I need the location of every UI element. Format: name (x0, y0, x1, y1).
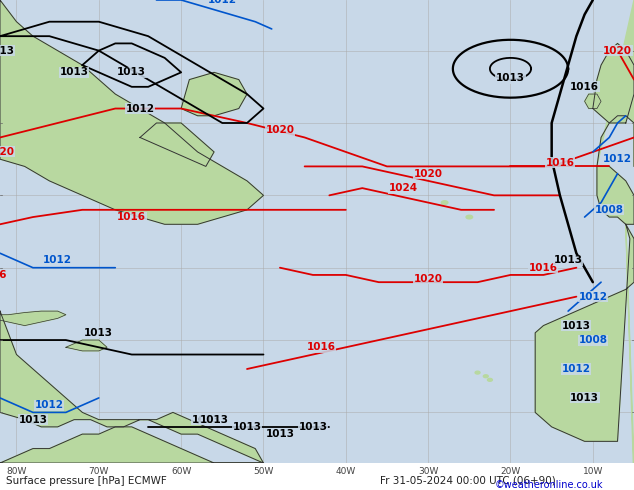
Text: 70W: 70W (89, 467, 109, 476)
Text: 40W: 40W (335, 467, 356, 476)
Text: 1020: 1020 (413, 273, 443, 284)
Text: 1012: 1012 (603, 154, 632, 164)
Text: 1008: 1008 (578, 335, 607, 345)
Text: 80W: 80W (6, 467, 27, 476)
Text: 1013: 1013 (553, 255, 583, 266)
Polygon shape (181, 73, 247, 116)
Text: 1012: 1012 (562, 364, 591, 374)
Polygon shape (0, 311, 66, 325)
Text: 60W: 60W (171, 467, 191, 476)
Text: 1012: 1012 (578, 292, 607, 302)
Text: 16: 16 (0, 270, 7, 280)
Polygon shape (140, 123, 214, 167)
Text: 1016: 1016 (117, 212, 146, 222)
Text: ©weatheronline.co.uk: ©weatheronline.co.uk (495, 480, 603, 490)
Text: 30W: 30W (418, 467, 438, 476)
Polygon shape (0, 0, 264, 224)
Polygon shape (483, 375, 488, 378)
Polygon shape (597, 167, 634, 224)
Polygon shape (466, 215, 472, 219)
Text: 1013: 1013 (299, 422, 327, 432)
Text: 1020: 1020 (266, 125, 294, 135)
Text: 1013: 1013 (191, 415, 221, 425)
Polygon shape (597, 0, 634, 167)
Text: Fr 31-05-2024 00:00 UTC (06+90): Fr 31-05-2024 00:00 UTC (06+90) (380, 476, 556, 486)
Text: 1013: 1013 (266, 429, 294, 439)
Text: 1013: 1013 (562, 320, 591, 331)
Text: 1013: 1013 (233, 422, 261, 432)
Text: 1020: 1020 (413, 169, 443, 179)
Polygon shape (535, 224, 634, 485)
Text: 1016: 1016 (545, 158, 574, 168)
Polygon shape (66, 340, 107, 351)
Polygon shape (0, 427, 264, 463)
Text: 1013: 1013 (18, 415, 48, 425)
Text: 1020: 1020 (603, 46, 632, 56)
Text: 1012: 1012 (43, 255, 72, 266)
Text: 1012: 1012 (208, 0, 237, 5)
Text: 10W: 10W (583, 467, 603, 476)
Text: 1013: 1013 (84, 328, 113, 338)
Polygon shape (475, 371, 480, 374)
Text: 1013: 1013 (117, 67, 146, 77)
Text: 20W: 20W (500, 467, 521, 476)
Text: 1013: 1013 (200, 415, 229, 425)
Text: 1008: 1008 (595, 205, 624, 215)
Text: 1024: 1024 (389, 183, 418, 193)
Polygon shape (441, 201, 448, 204)
Text: 1020: 1020 (0, 147, 15, 157)
Text: 1016: 1016 (307, 343, 335, 352)
Polygon shape (593, 44, 634, 123)
Polygon shape (488, 378, 493, 381)
Text: 1016: 1016 (529, 263, 558, 273)
Text: 1013: 1013 (570, 393, 599, 403)
Text: 1012: 1012 (35, 400, 64, 410)
Polygon shape (585, 94, 601, 108)
Text: 1012: 1012 (126, 103, 155, 114)
Text: 1016: 1016 (570, 82, 599, 92)
Text: Surface pressure [hPa] ECMWF: Surface pressure [hPa] ECMWF (6, 476, 167, 486)
Text: 1013: 1013 (496, 73, 525, 83)
Text: 50W: 50W (254, 467, 274, 476)
Polygon shape (0, 311, 264, 463)
Text: 1013: 1013 (0, 46, 15, 56)
Text: 1013: 1013 (60, 67, 89, 77)
